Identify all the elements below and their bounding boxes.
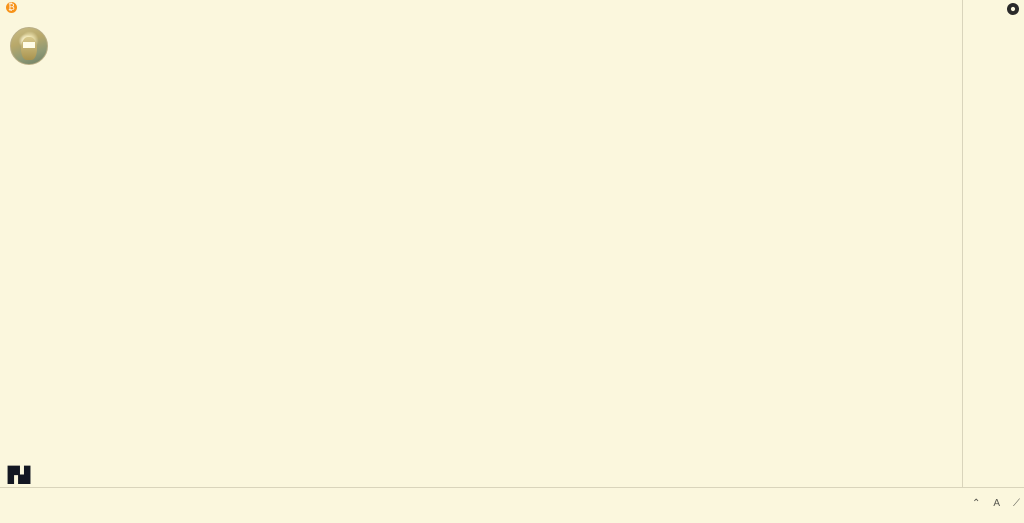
symbol-info-bar[interactable] (6, 2, 22, 13)
user-avatar (10, 27, 48, 65)
price-axis[interactable] (962, 0, 1024, 487)
chart-canvas (0, 0, 962, 487)
log-scale-toggle[interactable]: ⌃ (971, 498, 981, 509)
time-axis[interactable]: ▛▟ ⌃ A ⟋ (0, 467, 1024, 523)
chart-title-row (10, 27, 62, 65)
axis-settings-icon[interactable] (1006, 2, 1020, 16)
auto-scale-toggle[interactable]: A (993, 498, 1000, 509)
scale-lock-icon[interactable]: ⟋ (1013, 498, 1020, 509)
bitcoin-icon (6, 2, 17, 13)
chart-plot-area[interactable] (0, 0, 962, 487)
time-axis-tools[interactable]: ⌃ A ⟋ (972, 498, 1020, 509)
tradingview-logo-icon: ▛▟ (8, 467, 30, 484)
